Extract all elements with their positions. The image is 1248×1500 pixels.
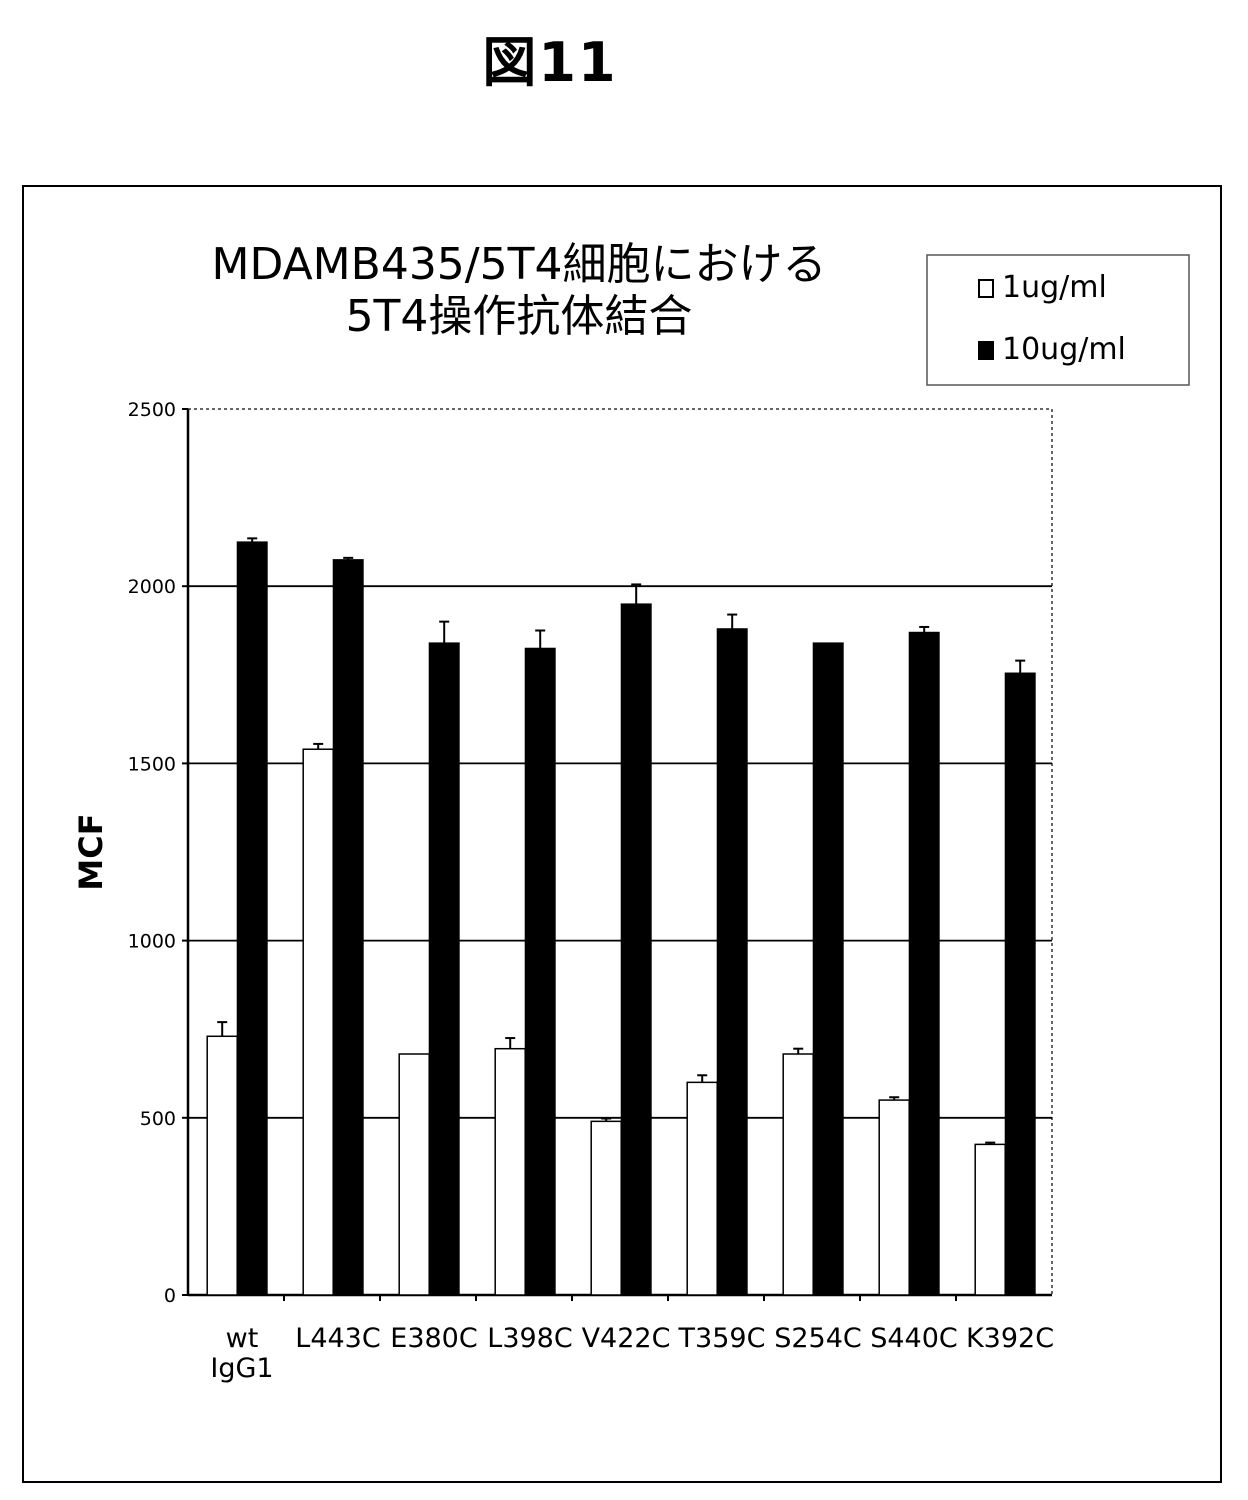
x-tick-label: K392C [966,1323,1054,1354]
legend-swatch [979,280,993,297]
y-axis-label: MCF [72,813,110,890]
chart-frame: MDAMB435/5T4細胞における5T4操作抗体結合 1ug/ml 10ug/m… [22,185,1222,1483]
y-tick-label: 1500 [128,753,176,775]
y-tick-label: 0 [164,1285,176,1307]
x-tick-label: IgG1 [210,1353,273,1384]
bar-1ug-ml-5 [687,1082,717,1295]
bar-10ug-ml-4 [621,604,651,1295]
x-tick-label: V422C [582,1323,671,1354]
bar-chart: MDAMB435/5T4細胞における5T4操作抗体結合 1ug/ml 10ug/m… [24,187,1220,1481]
bar-10ug-ml-8 [1005,673,1035,1295]
bar-10ug-ml-0 [237,542,267,1295]
bar-1ug-ml-3 [495,1049,525,1295]
chart-title-line: 5T4操作抗体結合 [346,291,693,342]
bar-10ug-ml-3 [525,648,555,1295]
x-tick-label: wt [226,1323,259,1354]
x-tick-label: L443C [295,1323,380,1354]
bar-1ug-ml-4 [591,1121,621,1295]
bar-10ug-ml-2 [429,643,459,1295]
x-tick-label: T359C [678,1323,766,1354]
x-tick-label: S254C [774,1323,862,1354]
bar-10ug-ml-7 [909,632,939,1295]
bar-1ug-ml-1 [303,749,333,1295]
legend-entry: 1ug/ml [1002,270,1107,305]
legend-swatch [979,342,993,359]
bar-10ug-ml-1 [333,560,363,1295]
y-tick-label: 2500 [128,399,176,421]
bar-1ug-ml-0 [207,1036,237,1295]
legend: 1ug/ml 10ug/ml [927,255,1189,385]
x-tick-label: L398C [487,1323,572,1354]
plot-area: 0 500 1000 1500 2000 2500 MCF wtIgG1 L443C E380C L… [72,399,1054,1384]
y-tick-label: 1000 [128,931,176,953]
chart-title: MDAMB435/5T4細胞における5T4操作抗体結合 [212,239,827,342]
y-tick-label: 500 [140,1108,176,1130]
bar-1ug-ml-7 [879,1100,909,1295]
x-tick-label: S440C [870,1323,958,1354]
bar-10ug-ml-6 [813,643,843,1295]
bar-1ug-ml-6 [783,1054,813,1295]
bar-1ug-ml-8 [975,1144,1005,1295]
legend-entry: 10ug/ml [1002,332,1126,367]
y-tick-label: 2000 [128,576,176,598]
bar-1ug-ml-2 [399,1054,429,1295]
figure-label: 図11 [0,18,1100,97]
chart-title-line: MDAMB435/5T4細胞における [212,239,827,290]
x-tick-label: E380C [390,1323,477,1354]
bar-10ug-ml-5 [717,629,747,1295]
